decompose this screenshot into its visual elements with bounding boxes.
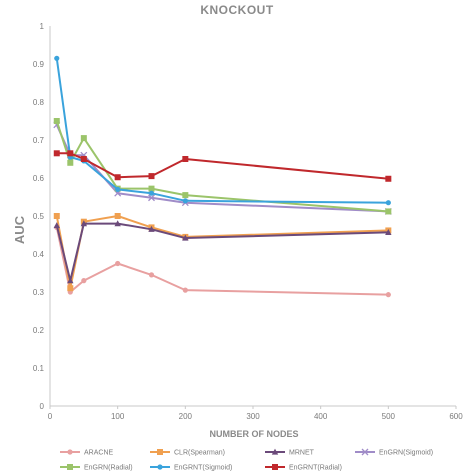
legend-marker	[361, 448, 369, 456]
data-point	[385, 292, 391, 298]
data-point	[148, 185, 155, 192]
series-line	[55, 120, 389, 213]
data-point	[81, 278, 87, 284]
legend-label: EnGRN(Radial)	[84, 465, 133, 472]
data-point	[67, 159, 74, 166]
y-tick-label: 0.1	[33, 364, 45, 373]
x-axis-label: NUMBER OF NODES	[209, 429, 298, 439]
chart-title: KNOCKOUT	[200, 3, 273, 17]
data-point	[53, 213, 60, 219]
data-point	[115, 186, 121, 192]
axes: 0 0.1 0.2 0.3 0.4 0.5 0.6 0.7 0.8 0.9 1 0 100 200 300 4…	[33, 22, 463, 421]
y-tick-label: 0	[40, 402, 45, 411]
y-tick-label: 1	[40, 22, 45, 31]
x-tick-label: 600	[449, 412, 463, 421]
series-engrnt-radial	[53, 150, 392, 182]
series-engrnt-sigmoid	[54, 55, 391, 206]
series-line	[55, 58, 389, 204]
legend-marker	[67, 464, 73, 470]
data-point	[54, 55, 60, 61]
legend-entry: ARACNE	[60, 449, 114, 457]
data-point	[385, 200, 391, 206]
y-axis-label: AUC	[12, 215, 27, 244]
data-point	[385, 208, 392, 215]
x-tick-label: 100	[111, 412, 125, 421]
data-point	[182, 287, 188, 293]
x-tick-label: 300	[246, 412, 260, 421]
data-point	[182, 192, 189, 199]
legend-marker	[271, 448, 279, 455]
y-tick-label: 0.7	[33, 136, 45, 145]
series-line	[55, 215, 389, 290]
legend-label: EnGRN(Sigmoid)	[379, 450, 433, 457]
data-point	[80, 220, 88, 227]
data-point	[148, 225, 155, 232]
legend-label: CLR(Spearman)	[174, 450, 225, 457]
data-point	[67, 285, 74, 292]
data-point	[53, 118, 60, 124]
data-point	[115, 260, 121, 267]
data-point	[385, 228, 392, 235]
legend-entry: EnGRN(Sigmoid)	[355, 448, 433, 457]
data-point	[114, 220, 121, 227]
legend-marker	[67, 449, 73, 455]
legend-entry: CLR(Spearman)	[150, 449, 225, 457]
legend-entry: EnGRNT(Sigmoid)	[150, 464, 232, 472]
y-tick-label: 0.4	[33, 250, 45, 259]
y-tick-label: 0.3	[33, 288, 45, 297]
legend-entry: EnGRN(Radial)	[60, 464, 133, 472]
legend-label: EnGRNT(Sigmoid)	[174, 465, 232, 472]
y-tick-label: 0.8	[33, 98, 45, 107]
plot-area	[53, 55, 392, 298]
y-tick-label: 0.5	[33, 212, 45, 221]
data-point	[67, 277, 74, 284]
legend-label: EnGRNT(Radial)	[289, 465, 342, 472]
x-tick-label: 400	[314, 412, 328, 421]
y-tick-label: 0.2	[33, 326, 45, 335]
data-point	[53, 150, 60, 157]
legend-label: ARACNE	[84, 450, 114, 457]
data-point	[148, 194, 155, 202]
legend-marker	[157, 464, 163, 470]
x-tick-label: 0	[48, 412, 53, 421]
data-point	[53, 222, 60, 229]
data-point	[114, 213, 121, 219]
data-point	[148, 272, 155, 278]
x-tick-label: 200	[179, 412, 193, 421]
data-point	[114, 174, 121, 181]
series-line	[56, 152, 389, 180]
legend-label: MRNET	[289, 450, 315, 457]
data-point	[385, 175, 392, 182]
legend-entry: MRNET	[265, 448, 315, 457]
data-point	[182, 234, 189, 241]
legend-marker	[157, 449, 163, 455]
legend: ARACNE CLR(Spearman) MRNET EnGRN(Sigmoid) En…	[60, 448, 433, 472]
series-mrnet	[53, 220, 392, 284]
data-point	[80, 135, 87, 142]
y-tick-label: 0.6	[33, 174, 45, 183]
data-point	[67, 150, 74, 157]
y-tick-label: 0.9	[33, 60, 45, 69]
data-point	[148, 173, 155, 180]
legend-marker	[272, 464, 278, 470]
series-clr-spearman	[53, 213, 392, 292]
data-point	[182, 198, 188, 204]
x-tick-label: 500	[382, 412, 396, 421]
data-point	[148, 190, 155, 196]
legend-entry: EnGRNT(Radial)	[265, 464, 342, 472]
data-point	[182, 156, 189, 162]
series-engrn-radial	[53, 118, 392, 215]
data-point	[80, 156, 87, 162]
